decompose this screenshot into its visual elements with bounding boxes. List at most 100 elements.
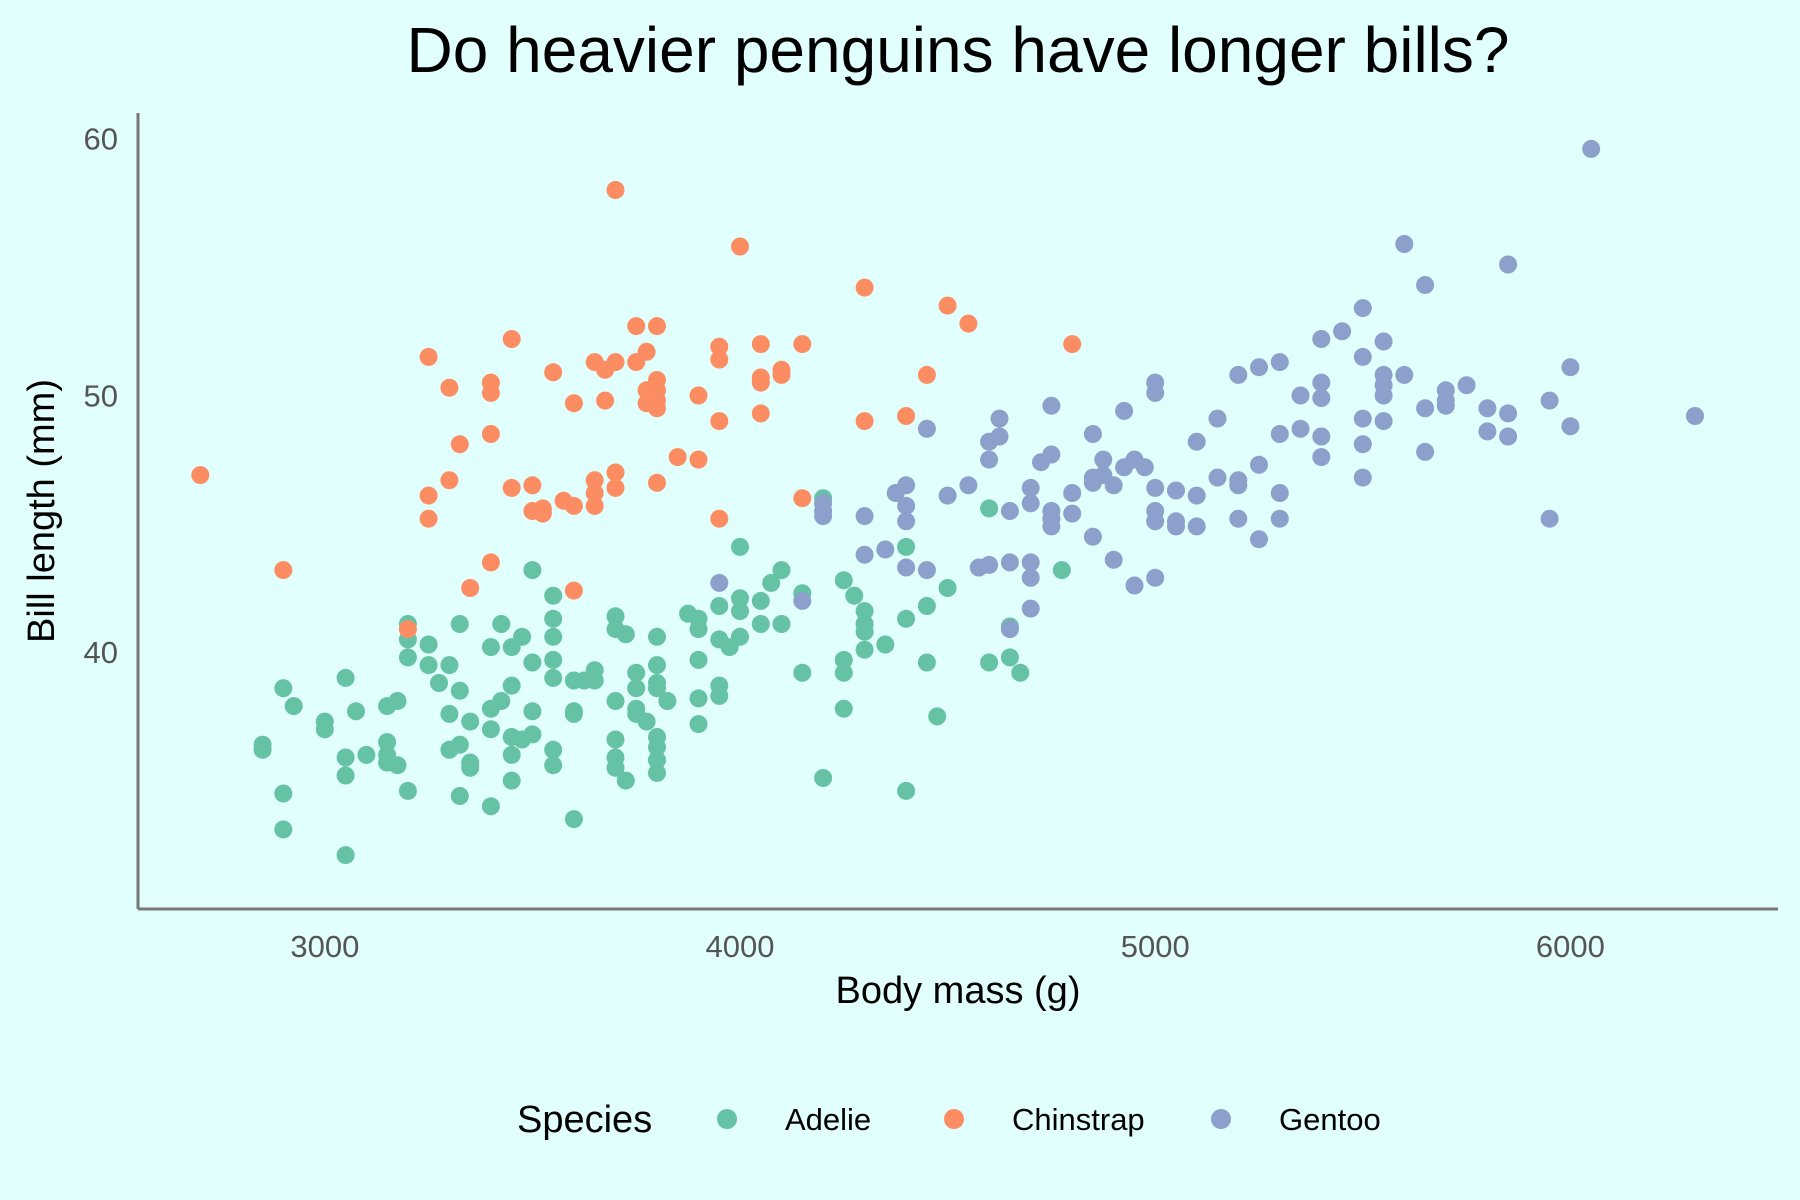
data-point-chinstrap: [544, 363, 563, 382]
data-point-gentoo: [938, 486, 957, 505]
data-point-chinstrap: [897, 407, 916, 425]
data-point-adelie: [710, 686, 729, 705]
data-point-gentoo: [1291, 386, 1310, 405]
data-point-gentoo: [1540, 391, 1559, 410]
data-point-adelie: [544, 586, 563, 605]
data-point-adelie: [855, 622, 874, 641]
data-point-gentoo: [1353, 347, 1372, 366]
data-point-chinstrap: [637, 342, 656, 361]
data-point-gentoo: [1063, 504, 1082, 523]
data-point-adelie: [648, 627, 666, 646]
data-point-adelie: [637, 712, 656, 731]
data-point-gentoo: [1561, 417, 1580, 436]
data-point-adelie: [627, 679, 646, 698]
data-point-chinstrap: [523, 476, 542, 495]
data-point-adelie: [1052, 561, 1071, 580]
y-tick-label: 40: [84, 635, 118, 670]
data-point-adelie: [793, 663, 812, 682]
data-point-gentoo: [959, 476, 978, 495]
data-point-gentoo: [1436, 396, 1455, 415]
data-point-chinstrap: [606, 478, 625, 497]
data-point-adelie: [274, 820, 293, 839]
data-point-adelie: [523, 653, 542, 672]
data-point-chinstrap: [585, 496, 604, 515]
data-point-chinstrap: [751, 404, 770, 423]
data-point-gentoo: [1395, 235, 1414, 253]
data-point-gentoo: [1021, 553, 1040, 572]
data-point-gentoo: [1021, 599, 1040, 618]
data-point-chinstrap: [648, 399, 666, 418]
data-point-gentoo: [1063, 484, 1082, 502]
data-point-chinstrap: [1063, 335, 1082, 354]
data-point-adelie: [616, 771, 635, 790]
data-point-gentoo: [1229, 365, 1248, 384]
x-axis-title: Body mass (g): [836, 970, 1081, 1012]
data-points: [191, 139, 1704, 865]
data-point-adelie: [606, 607, 625, 626]
data-point-adelie: [336, 748, 355, 767]
data-point-adelie: [336, 846, 355, 865]
data-point-chinstrap: [502, 478, 521, 497]
data-point-adelie: [606, 692, 625, 710]
data-point-adelie: [492, 615, 511, 633]
data-point-adelie: [544, 756, 563, 775]
data-point-adelie: [689, 650, 708, 669]
data-point-chinstrap: [917, 365, 936, 384]
data-point-chinstrap: [606, 353, 625, 372]
data-point-gentoo: [1250, 530, 1268, 549]
data-point-adelie: [564, 704, 583, 723]
data-point-adelie: [917, 597, 936, 615]
data-point-gentoo: [1374, 332, 1393, 351]
data-point-chinstrap: [419, 486, 438, 505]
data-point-chinstrap: [855, 412, 874, 431]
data-point-gentoo: [814, 507, 833, 526]
data-point-chinstrap: [668, 448, 687, 467]
data-point-gentoo: [1395, 365, 1414, 384]
data-point-gentoo: [1499, 404, 1518, 423]
y-tick-label: 50: [84, 378, 118, 413]
data-point-adelie: [689, 715, 708, 734]
data-point-gentoo: [1353, 409, 1372, 428]
data-point-adelie: [544, 668, 563, 687]
data-point-gentoo: [855, 545, 874, 564]
data-point-chinstrap: [440, 378, 459, 397]
data-point-gentoo: [897, 512, 916, 531]
data-point-adelie: [357, 745, 376, 764]
data-point-adelie: [450, 681, 469, 700]
data-point-adelie: [430, 674, 448, 692]
data-point-chinstrap: [398, 620, 417, 639]
legend-key-adelie: [717, 1109, 737, 1129]
data-point-adelie: [980, 653, 999, 672]
data-point-adelie: [544, 609, 563, 628]
data-point-gentoo: [1000, 553, 1019, 572]
data-point-adelie: [492, 692, 511, 710]
data-point-chinstrap: [938, 296, 957, 315]
data-point-chinstrap: [793, 489, 812, 508]
data-point-gentoo: [1146, 568, 1165, 587]
data-point-gentoo: [1083, 527, 1102, 546]
data-point-gentoo: [1115, 401, 1134, 420]
data-point-adelie: [814, 769, 833, 787]
data-point-chinstrap: [533, 502, 552, 520]
data-point-adelie: [834, 663, 853, 682]
data-point-gentoo: [1312, 389, 1331, 407]
data-point-gentoo: [1478, 399, 1497, 418]
data-point-gentoo: [1312, 427, 1331, 446]
legend-label-gentoo: Gentoo: [1279, 1102, 1381, 1137]
data-point-chinstrap: [585, 471, 604, 490]
data-point-adelie: [751, 591, 770, 610]
data-point-chinstrap: [274, 561, 293, 580]
data-point-adelie: [315, 720, 334, 739]
data-point-gentoo: [980, 450, 999, 469]
data-point-chinstrap: [606, 463, 625, 482]
data-point-chinstrap: [710, 509, 729, 528]
data-point-chinstrap: [585, 484, 604, 502]
legend-label-adelie: Adelie: [785, 1102, 871, 1137]
data-point-adelie: [440, 704, 459, 723]
data-point-adelie: [834, 571, 853, 590]
legend: Species Adelie Chinstrap Gentoo: [517, 1099, 1381, 1141]
data-point-chinstrap: [751, 335, 770, 354]
data-point-adelie: [1000, 648, 1019, 667]
data-point-adelie: [751, 615, 770, 633]
data-point-adelie: [731, 537, 749, 556]
